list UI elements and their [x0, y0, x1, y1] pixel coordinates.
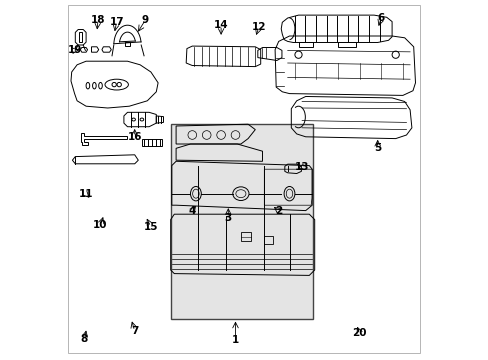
Text: 15: 15 [143, 222, 158, 232]
Text: 6: 6 [377, 13, 384, 23]
Text: 9: 9 [142, 15, 149, 25]
Text: 13: 13 [294, 162, 309, 172]
Text: 18: 18 [91, 15, 105, 25]
Text: 12: 12 [251, 22, 265, 32]
Text: 7: 7 [131, 326, 138, 336]
Text: 1: 1 [231, 335, 239, 345]
Bar [170, 124, 312, 319]
Text: 8: 8 [81, 334, 88, 344]
Text: 3: 3 [224, 213, 231, 223]
Text: 19: 19 [68, 45, 82, 55]
Text: 20: 20 [352, 328, 366, 338]
Text: 14: 14 [213, 20, 228, 30]
Text: 5: 5 [373, 143, 381, 153]
Text: 17: 17 [109, 17, 124, 27]
Text: 11: 11 [79, 189, 93, 199]
Text: 2: 2 [275, 206, 282, 216]
Text: 16: 16 [127, 132, 142, 142]
Text: 10: 10 [93, 220, 107, 230]
Text: 4: 4 [188, 206, 196, 216]
